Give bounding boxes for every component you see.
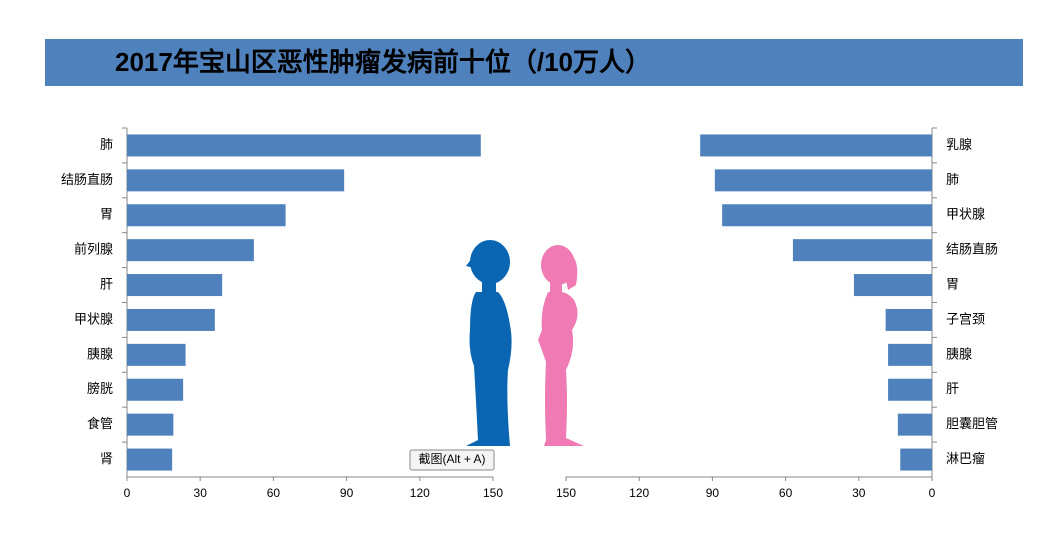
bar xyxy=(127,343,186,366)
y-tick-label: 甲状腺 xyxy=(74,311,113,326)
tooltip-box xyxy=(409,449,495,471)
y-tick-label: 肺 xyxy=(100,137,113,152)
x-tick-label: 60 xyxy=(267,486,281,500)
x-tick-label: 90 xyxy=(706,486,720,500)
y-tick-label: 胰腺 xyxy=(87,346,113,361)
y-tick-label: 胃 xyxy=(100,207,113,222)
x-tick-label: 120 xyxy=(410,486,430,500)
bar xyxy=(127,448,173,471)
bar xyxy=(127,239,254,262)
bar xyxy=(897,413,932,436)
y-tick-label: 淋巴瘤 xyxy=(946,451,985,466)
title-bar xyxy=(45,39,1023,86)
bar xyxy=(127,274,223,297)
x-tick-label: 0 xyxy=(124,486,131,500)
x-tick-label: 90 xyxy=(340,486,354,500)
bar xyxy=(885,308,932,331)
y-tick-label: 甲状腺 xyxy=(946,207,985,222)
bar xyxy=(127,413,174,436)
x-tick-label: 150 xyxy=(556,486,576,500)
x-tick-label: 30 xyxy=(852,486,866,500)
y-tick-label: 肝 xyxy=(100,276,113,291)
y-tick-label: 肺 xyxy=(946,172,959,187)
x-tick-label: 60 xyxy=(779,486,793,500)
title: 2017年宝山区恶性肿瘤发病前十位（/10万人） xyxy=(115,47,651,77)
x-tick-label: 150 xyxy=(483,486,503,500)
y-tick-label: 食管 xyxy=(87,416,113,431)
tooltip: 截图(Alt + A) xyxy=(418,452,485,466)
y-tick-label: 肝 xyxy=(946,381,959,396)
bar xyxy=(700,134,932,157)
y-tick-label: 结肠直肠 xyxy=(61,172,113,187)
bar xyxy=(714,169,932,192)
bar xyxy=(888,343,932,366)
y-tick-label: 膀胱 xyxy=(87,381,113,396)
bar xyxy=(900,448,932,471)
y-tick-label: 胃 xyxy=(946,276,959,291)
bar xyxy=(127,134,481,157)
y-tick-label: 乳腺 xyxy=(946,137,972,152)
x-tick-label: 0 xyxy=(929,486,936,500)
bar xyxy=(127,378,184,401)
bar xyxy=(127,169,345,192)
y-tick-label: 肾 xyxy=(100,451,113,466)
x-tick-label: 120 xyxy=(629,486,649,500)
bar xyxy=(853,274,932,297)
bar xyxy=(792,239,932,262)
male-silhouette xyxy=(466,240,512,446)
bar xyxy=(127,308,215,331)
x-tick-label: 30 xyxy=(194,486,208,500)
y-tick-label: 子宫颈 xyxy=(946,311,985,326)
bar xyxy=(722,204,932,227)
female-silhouette xyxy=(538,245,584,446)
y-tick-label: 前列腺 xyxy=(74,242,113,257)
bar xyxy=(127,204,286,227)
y-tick-label: 胰腺 xyxy=(946,346,972,361)
bar xyxy=(888,378,932,401)
y-tick-label: 结肠直肠 xyxy=(946,242,998,257)
y-tick-label: 胆囊胆管 xyxy=(946,416,998,431)
